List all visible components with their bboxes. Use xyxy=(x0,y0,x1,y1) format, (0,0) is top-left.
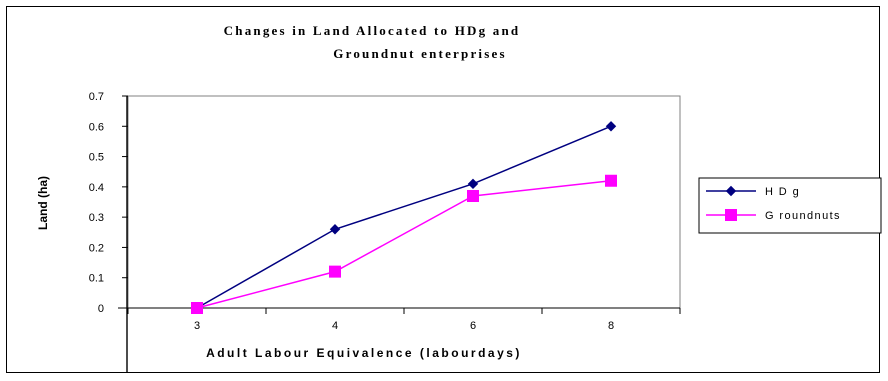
chart-title-line-2: Groundnut enterprises xyxy=(333,46,506,61)
y-tick-label: 0.7 xyxy=(89,91,104,103)
legend-label-groundnuts: G roundnuts xyxy=(765,210,841,222)
x-ticks: 3 4 6 8 xyxy=(127,308,681,332)
y-tick-label: 0.2 xyxy=(89,242,104,254)
y-tick-label: 0.4 xyxy=(89,182,104,194)
x-tick-label: 3 xyxy=(194,320,200,332)
x-tick-label: 4 xyxy=(332,320,338,332)
y-tick-label: 0.6 xyxy=(89,121,104,133)
data-point-groundnuts xyxy=(191,302,203,314)
series-layer xyxy=(191,121,617,314)
data-point-groundnuts xyxy=(605,174,617,187)
y-tick-label: 0.1 xyxy=(89,273,104,285)
data-point-groundnuts xyxy=(467,189,479,202)
series-line-groundnuts xyxy=(196,180,612,309)
y-tick-label: 0 xyxy=(98,303,104,315)
legend-marker-groundnuts xyxy=(725,209,737,221)
x-tick-label: 8 xyxy=(608,320,614,332)
legend-box xyxy=(698,177,882,234)
data-point-hdg xyxy=(467,178,479,190)
data-point-hdg xyxy=(605,121,617,132)
series-line-hdg xyxy=(196,125,612,309)
legend-marker-hdg xyxy=(725,185,737,197)
x-tick-label: 6 xyxy=(470,320,476,332)
y-tick-label: 0.3 xyxy=(89,212,104,224)
legend: H D g G roundnuts xyxy=(698,177,882,234)
y-axis-title: Land (ha) xyxy=(36,176,50,230)
data-point-groundnuts xyxy=(329,265,341,278)
chart-title-line-1: Changes in Land Allocated to HDg and xyxy=(224,23,521,38)
legend-label-hdg: H D g xyxy=(765,186,800,198)
x-axis-title: Adult Labour Equivalence (labourdays) xyxy=(206,346,522,360)
y-ticks: 0 0.1 0.2 0.3 0.4 0.5 0.6 0.7 xyxy=(89,91,128,315)
y-tick-label: 0.5 xyxy=(89,152,104,164)
data-point-hdg xyxy=(329,224,341,235)
plot-area xyxy=(127,95,681,309)
